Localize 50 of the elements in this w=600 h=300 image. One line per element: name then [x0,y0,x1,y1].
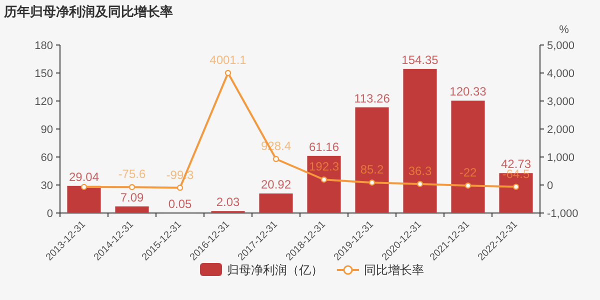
y2-axis-title: % [559,24,570,36]
data-label: 0.05 [168,196,192,211]
data-label: 113.26 [354,91,390,106]
y-tick-label: 150 [34,68,53,80]
point [176,184,184,191]
point [416,180,424,188]
data-label: 7.09 [120,190,144,204]
data-label: 192.3 [308,160,340,174]
y2-tick-label: 0 [547,180,554,192]
point [128,184,136,190]
y-tick-label: 90 [40,124,53,136]
bar [259,193,293,213]
y2-tick-label: 4,000 [547,68,575,80]
y-tick-label: 180 [34,40,53,52]
point [368,180,376,186]
data-label: 61.16 [308,140,340,154]
y2-tick-label: 1,000 [547,152,575,164]
data-label: 36.3 [408,164,432,178]
data-label: 29.04 [68,170,100,184]
y-tick-label: 30 [40,180,53,192]
point [464,182,472,189]
data-label: -22 [459,166,477,180]
data-label: 20.92 [260,177,292,192]
point [272,156,280,162]
data-label: 2.03 [216,195,240,210]
point [512,184,520,190]
data-label: 120.33 [450,84,487,99]
point [320,176,328,183]
bar [451,100,485,213]
y-tick-label: 0 [46,208,53,220]
data-label: 154.35 [402,52,439,67]
y-tick-label: 60 [40,152,53,164]
legend-label: 同比增长率 [364,263,424,277]
y2-tick-label: 2,000 [547,124,575,136]
y2-tick-label: 5,000 [547,40,575,52]
data-label: -75.6 [118,167,146,182]
y2-tick-label: 3,000 [547,96,575,108]
bar [67,186,101,213]
data-label: 4001.1 [210,52,247,67]
bar [355,107,389,213]
y-tick-label: 120 [34,96,53,108]
bar [115,206,149,213]
legend-label: 归母净利润（亿） [227,263,323,277]
chart-title: 历年归母净利润及同比增长率 [3,4,173,19]
point [80,184,88,190]
point [224,70,232,76]
bar [403,68,437,213]
bar [307,156,341,213]
data-label: 85.2 [360,162,384,177]
y2-tick-label: -1,000 [547,208,578,220]
